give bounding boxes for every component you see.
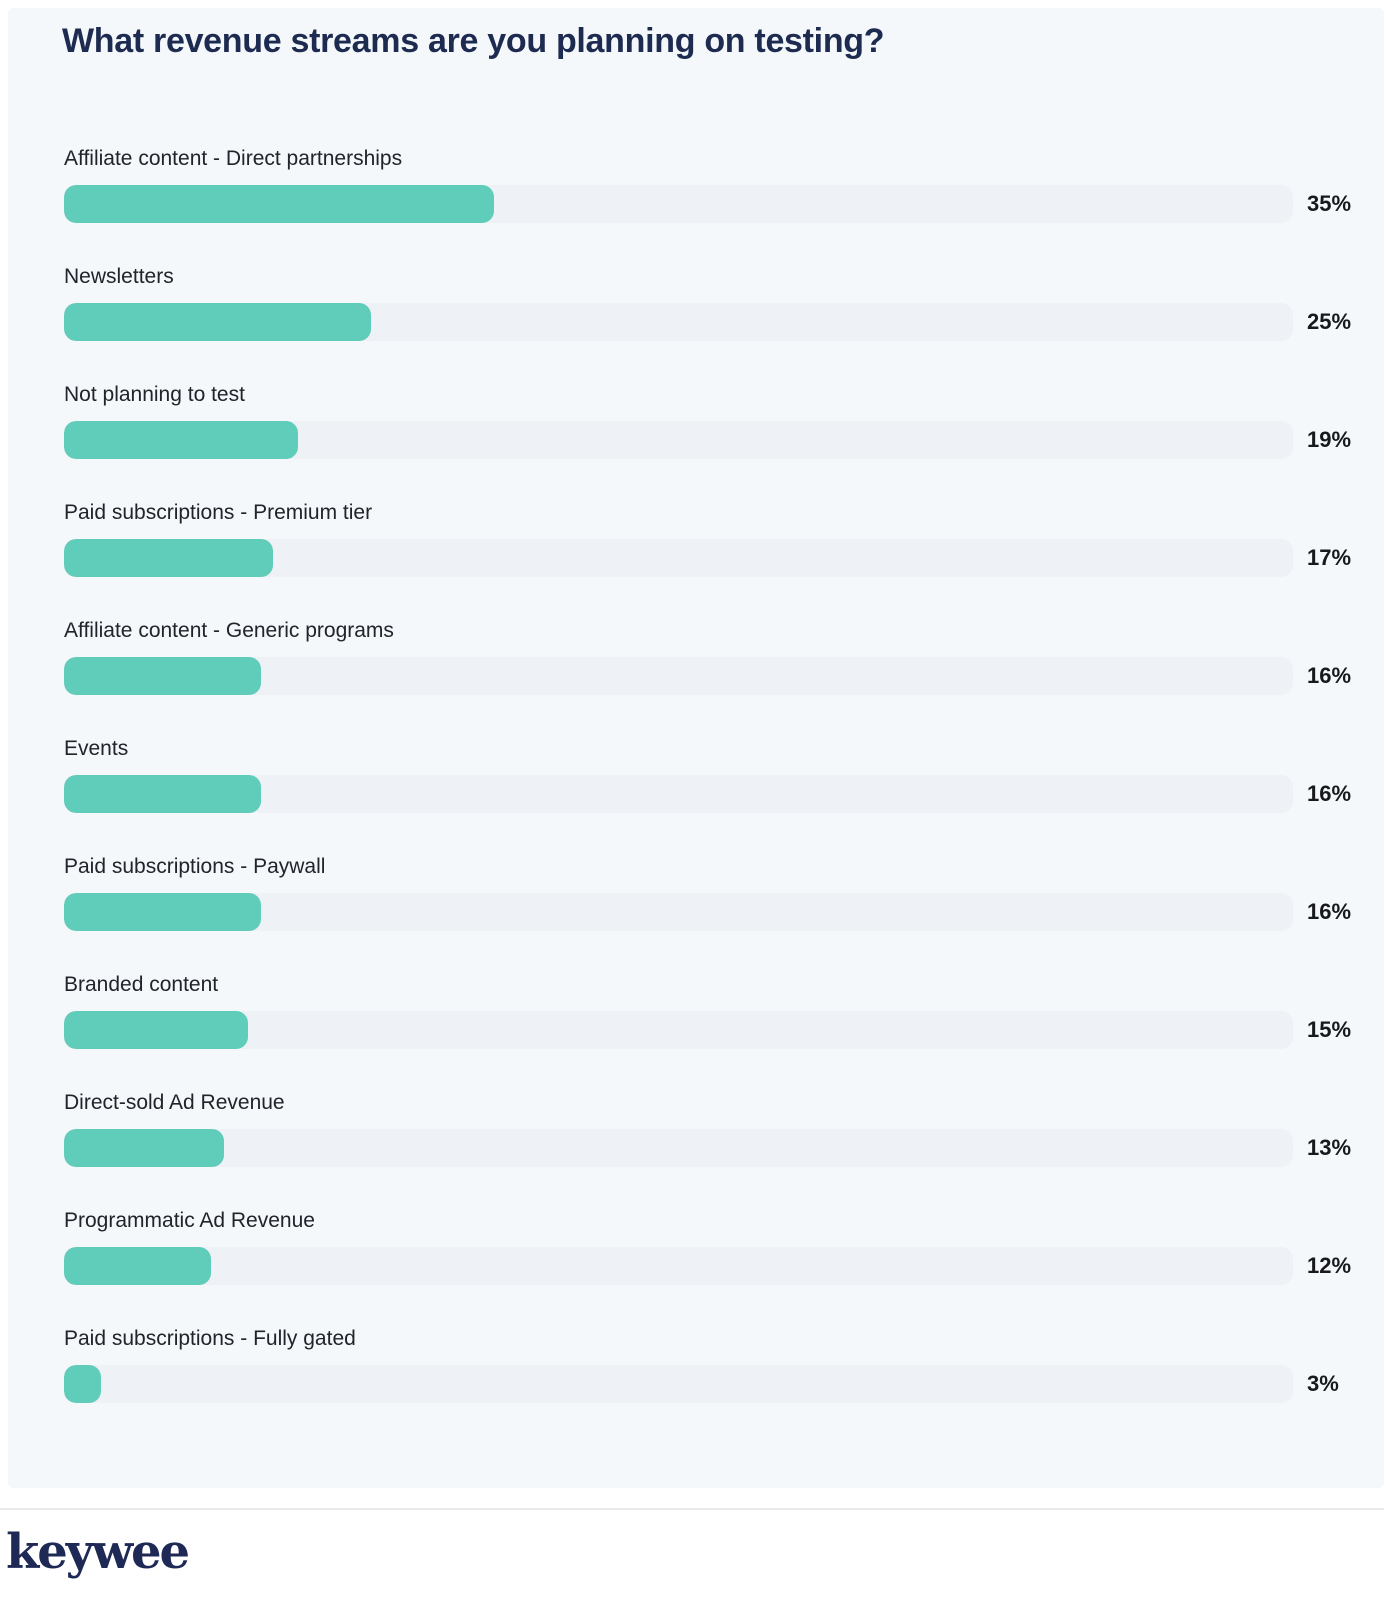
bar-track (64, 657, 1293, 695)
bar-track (64, 893, 1293, 931)
chart-row: Events 16% (8, 735, 1384, 813)
bar-label: Affiliate content - Direct partnerships (64, 147, 403, 170)
chart-row: Paid subscriptions - Paywall 16% (8, 853, 1384, 931)
chart-row: Direct-sold Ad Revenue 13% (8, 1089, 1384, 1167)
bar-label: Affiliate content - Generic programs (64, 619, 394, 642)
bar-value: 16% (1307, 663, 1352, 688)
bar-track (64, 185, 1293, 223)
bar-fill (64, 421, 298, 459)
bar-label: Paid subscriptions - Paywall (64, 855, 326, 878)
bar-value: 35% (1307, 191, 1352, 216)
bar-fill (64, 1365, 101, 1403)
bar-label: Newsletters (64, 265, 174, 288)
keywee-logo: keywee (6, 1524, 190, 1580)
bar-track (64, 1011, 1293, 1049)
bar-fill (64, 1011, 249, 1049)
chart-row: Paid subscriptions - Fully gated 3% (8, 1325, 1384, 1403)
bar-line: 17% (64, 539, 1384, 577)
bar-line: 16% (64, 775, 1384, 813)
bar-label: Paid subscriptions - Fully gated (64, 1327, 356, 1350)
bar-rows: Affiliate content - Direct partnerships 3… (8, 145, 1384, 1403)
chart-title: What revenue streams are you planning on… (62, 22, 885, 60)
footer-divider (0, 1508, 1384, 1510)
chart-row: Paid subscriptions - Premium tier 17% (8, 499, 1384, 577)
bar-line: 12% (64, 1247, 1384, 1285)
bar-track (64, 421, 1293, 459)
chart-row: Not planning to test 19% (8, 381, 1384, 459)
bar-fill (64, 1129, 224, 1167)
bar-value: 15% (1307, 1017, 1352, 1042)
bar-line: 15% (64, 1011, 1384, 1049)
bar-track (64, 1247, 1293, 1285)
bar-line: 35% (64, 185, 1384, 223)
bar-track (64, 775, 1293, 813)
chart-row: Affiliate content - Generic programs 16% (8, 617, 1384, 695)
bar-fill (64, 303, 372, 341)
bar-value: 3% (1307, 1371, 1339, 1396)
bar-track (64, 1129, 1293, 1167)
bar-value: 16% (1307, 899, 1352, 924)
chart-row: Newsletters 25% (8, 263, 1384, 341)
bar-value: 25% (1307, 309, 1352, 334)
bar-label: Programmatic Ad Revenue (64, 1209, 315, 1232)
bar-value: 13% (1307, 1135, 1352, 1160)
bar-fill (64, 893, 261, 931)
bar-line: 16% (64, 893, 1384, 931)
chart-row: Branded content 15% (8, 971, 1384, 1049)
bar-line: 25% (64, 303, 1384, 341)
chart-row: Programmatic Ad Revenue 12% (8, 1207, 1384, 1285)
bar-label: Not planning to test (64, 383, 245, 406)
bar-label: Paid subscriptions - Premium tier (64, 501, 373, 524)
bar-line: 16% (64, 657, 1384, 695)
bar-value: 12% (1307, 1253, 1352, 1278)
bar-label: Direct-sold Ad Revenue (64, 1091, 285, 1114)
bar-value: 19% (1307, 427, 1352, 452)
bar-track (64, 303, 1293, 341)
bar-fill (64, 775, 261, 813)
bar-line: 13% (64, 1129, 1384, 1167)
bar-value: 16% (1307, 781, 1352, 806)
chart-row: Affiliate content - Direct partnerships 3… (8, 145, 1384, 223)
bar-fill (64, 657, 261, 695)
bar-fill (64, 1247, 212, 1285)
chart-card: What revenue streams are you planning on… (8, 8, 1384, 1488)
bar-track (64, 539, 1293, 577)
bar-label: Branded content (64, 973, 219, 996)
bar-fill (64, 539, 273, 577)
bar-line: 3% (64, 1365, 1384, 1403)
bar-label: Events (64, 737, 129, 760)
bar-value: 17% (1307, 545, 1352, 570)
bar-fill (64, 185, 495, 223)
bar-track (64, 1365, 1293, 1403)
bar-line: 19% (64, 421, 1384, 459)
